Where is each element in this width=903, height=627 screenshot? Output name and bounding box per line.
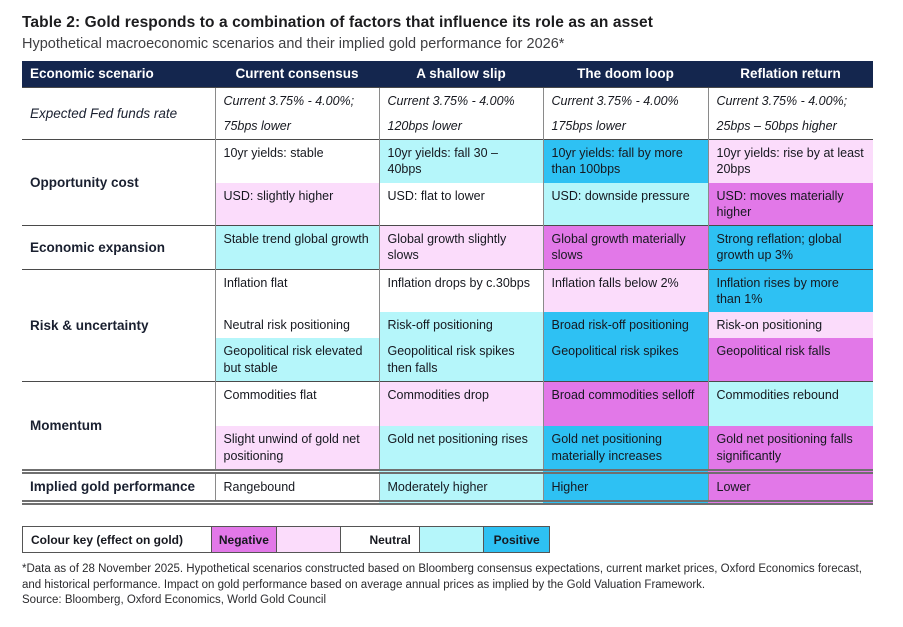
col-header-reflation-return: Reflation return bbox=[708, 61, 873, 87]
scenario-cell: Risk-off positioning bbox=[378, 312, 543, 339]
scenario-table: Economic scenario Current consensus A sh… bbox=[22, 61, 873, 506]
scenario-cell: Gold net positioning falls significantly bbox=[707, 426, 873, 472]
positive-strong-swatch: Positive bbox=[483, 527, 549, 552]
scenario-cell: USD: moves materially higher bbox=[707, 182, 873, 226]
col-header-doom-loop: The doom loop bbox=[543, 61, 708, 87]
color-key: Colour key (effect on gold) Negative Neu… bbox=[22, 526, 550, 553]
scenario-cell: Moderately higher bbox=[378, 468, 543, 506]
scenario-cell: Strong reflation; global growth up 3% bbox=[707, 225, 873, 269]
scenario-cell: USD: downside pressure bbox=[542, 182, 708, 226]
scenario-cell: Commodities rebound bbox=[707, 380, 873, 427]
scenario-cell: Risk-on positioning bbox=[707, 312, 873, 339]
table-row: Opportunity cost 10yr yields: stable 10y… bbox=[22, 139, 873, 226]
scenario-cell: Gold net positioning rises bbox=[378, 426, 543, 472]
scenario-cell: Current 3.75% - 4.00% 175bps lower bbox=[542, 86, 708, 140]
scenario-cell: Rangebound bbox=[214, 468, 379, 506]
color-key-label: Colour key (effect on gold) bbox=[23, 527, 212, 552]
scenario-cell: Commodities drop bbox=[378, 380, 543, 427]
table-row: Economic expansion Stable trend global g… bbox=[22, 225, 873, 269]
row-label-momentum: Momentum bbox=[22, 380, 215, 472]
scenario-cell: 10yr yields: fall by more than 100bps bbox=[542, 139, 708, 183]
scenario-cell: Inflation rises by more than 1% bbox=[707, 268, 873, 312]
positive-mild-swatch bbox=[418, 527, 484, 552]
row-label-risk-uncertainty: Risk & uncertainty bbox=[22, 268, 215, 382]
row-label-economic-expansion: Economic expansion bbox=[22, 225, 215, 269]
scenario-cell: Geopolitical risk spikes bbox=[542, 338, 708, 382]
scenario-cell: Inflation falls below 2% bbox=[542, 268, 708, 312]
table-row: Neutral risk positioning Risk-off positi… bbox=[22, 312, 873, 339]
scenario-cell: Current 3.75% - 4.00%; 25bps – 50bps high… bbox=[707, 86, 873, 140]
scenario-cell: Geopolitical risk elevated but stable bbox=[214, 338, 379, 382]
col-header-economic-scenario: Economic scenario bbox=[22, 61, 215, 87]
scenario-cell: Gold net positioning materially increase… bbox=[542, 426, 708, 472]
scenario-cell: Stable trend global growth bbox=[214, 225, 379, 269]
table-row: Risk & uncertainty Inflation flat Inflat… bbox=[22, 268, 873, 382]
scenario-cell: 10yr yields: fall 30 – 40bps bbox=[378, 139, 543, 183]
neutral-swatch: Neutral bbox=[340, 527, 419, 552]
scenario-cell: USD: slightly higher bbox=[214, 182, 379, 226]
table-row: Slight unwind of gold net positioning Go… bbox=[22, 426, 873, 472]
scenario-cell: Slight unwind of gold net positioning bbox=[214, 426, 379, 472]
scenario-cell: Broad risk-off positioning bbox=[542, 312, 708, 339]
page-subtitle: Hypothetical macroeconomic scenarios and… bbox=[22, 36, 565, 52]
scenario-cell: Current 3.75% - 4.00% 120bps lower bbox=[378, 86, 543, 140]
scenario-cell: 10yr yields: rise by at least 20bps bbox=[707, 139, 873, 183]
col-header-current-consensus: Current consensus bbox=[215, 61, 379, 87]
negative-mild-swatch bbox=[275, 527, 341, 552]
scenario-cell: 10yr yields: stable bbox=[214, 139, 379, 183]
header-row: Economic scenario Current consensus A sh… bbox=[22, 61, 873, 87]
scenario-cell: Global growth materially slows bbox=[542, 225, 708, 269]
col-header-shallow-slip: A shallow slip bbox=[379, 61, 543, 87]
table-row: Expected Fed funds rate Current 3.75% - … bbox=[22, 86, 873, 140]
scenario-cell: USD: flat to lower bbox=[378, 182, 543, 226]
scenario-cell: Inflation drops by c.30bps bbox=[378, 268, 543, 312]
table-row: USD: slightly higher USD: flat to lower … bbox=[22, 182, 873, 226]
table-row-implied-performance: Implied gold performance Rangebound Mode… bbox=[22, 468, 873, 506]
row-label-opportunity-cost: Opportunity cost bbox=[22, 139, 215, 226]
scenario-cell: Current 3.75% - 4.00%; 75bps lower bbox=[214, 86, 379, 140]
scenario-cell: Higher bbox=[542, 468, 708, 506]
footnote: *Data as of 28 November 2025. Hypothetic… bbox=[22, 563, 862, 591]
source-line: Source: Bloomberg, Oxford Economics, Wor… bbox=[22, 594, 327, 607]
scenario-cell: Geopolitical risk spikes then falls bbox=[378, 338, 543, 382]
row-label-fed-funds-rate: Expected Fed funds rate bbox=[22, 86, 215, 140]
page-title: Table 2: Gold responds to a combination … bbox=[22, 14, 654, 31]
row-label-implied-gold-performance: Implied gold performance bbox=[22, 468, 215, 506]
scenario-cell: Global growth slightly slows bbox=[378, 225, 543, 269]
scenario-cell: Geopolitical risk falls bbox=[707, 338, 873, 382]
scenario-cell: Lower bbox=[707, 468, 873, 506]
negative-strong-swatch: Negative bbox=[211, 527, 276, 552]
scenario-cell: Inflation flat bbox=[214, 268, 379, 312]
table-row: Geopolitical risk elevated but stable Ge… bbox=[22, 338, 873, 382]
scenario-cell: Broad commodities selloff bbox=[542, 380, 708, 427]
table-row: Momentum Commodities flat Commodities dr… bbox=[22, 380, 873, 472]
scenario-cell: Commodities flat bbox=[214, 380, 379, 427]
scenario-cell: Neutral risk positioning bbox=[214, 312, 379, 339]
